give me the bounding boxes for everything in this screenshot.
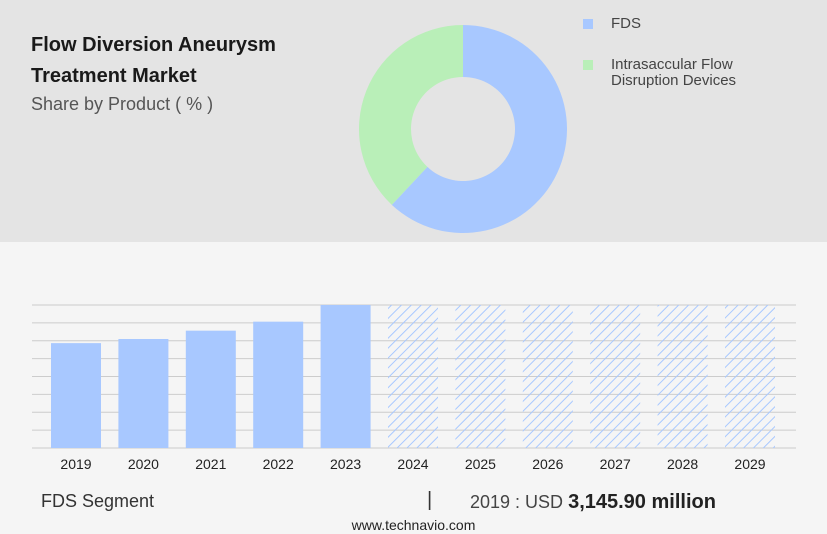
segment-label: FDS Segment — [41, 491, 155, 511]
website-link[interactable]: www.technavio.com — [351, 517, 476, 533]
bar-chart: 2019 2020 2021 2022 2023 2024 2025 2026 2027 2028… — [32, 304, 796, 472]
bar-2020 — [118, 339, 169, 448]
bar-2021 — [185, 330, 236, 448]
x-tick-label: 2026 — [532, 456, 563, 472]
bar-forecast-2027 — [590, 305, 641, 448]
footer-stat: 2019 : USD 3,145.90 million — [470, 491, 716, 514]
legend-label-fds: FDS — [611, 15, 641, 32]
footer-separator: | — [427, 489, 433, 511]
footer-year: 2019 : USD — [470, 492, 564, 512]
bar-forecast-2024 — [388, 305, 438, 448]
x-tick-label: 2025 — [465, 456, 496, 472]
bar-forecast-2026 — [522, 305, 573, 448]
footer-value: 3,145.90 million — [568, 491, 716, 513]
bar-2019 — [51, 343, 101, 448]
chart-subtitle: Share by Product ( % ) — [31, 94, 214, 114]
legend-swatch-fds — [583, 19, 593, 29]
x-tick-label: 2021 — [195, 456, 226, 472]
bar-forecast-2028 — [657, 305, 708, 448]
bar-2022 — [253, 321, 304, 448]
x-tick-label: 2029 — [734, 456, 765, 472]
donut-chart — [359, 25, 567, 233]
x-tick-label: 2024 — [397, 456, 428, 472]
donut-slice-intrasaccular — [359, 25, 463, 205]
x-tick-label: 2027 — [600, 456, 631, 472]
legend-label-intrasaccular: Intrasaccular Flow Disruption Devices — [611, 56, 737, 89]
donut-slice-fds — [391, 25, 567, 233]
x-tick-label: 2023 — [330, 456, 361, 472]
x-tick-label: 2028 — [667, 456, 698, 472]
bar-forecast-2025 — [455, 305, 506, 448]
bar-forecast-2029 — [725, 305, 775, 448]
top-panel: Flow Diversion Aneurysm Treatment Market… — [0, 0, 827, 242]
x-tick-label: 2019 — [60, 456, 91, 472]
bar-2023 — [320, 305, 371, 448]
x-tick-label: 2022 — [263, 456, 294, 472]
chart-title: Flow Diversion Aneurysm Treatment Market — [31, 34, 276, 87]
x-tick-label: 2020 — [128, 456, 159, 472]
legend-swatch-intrasaccular — [583, 60, 593, 70]
